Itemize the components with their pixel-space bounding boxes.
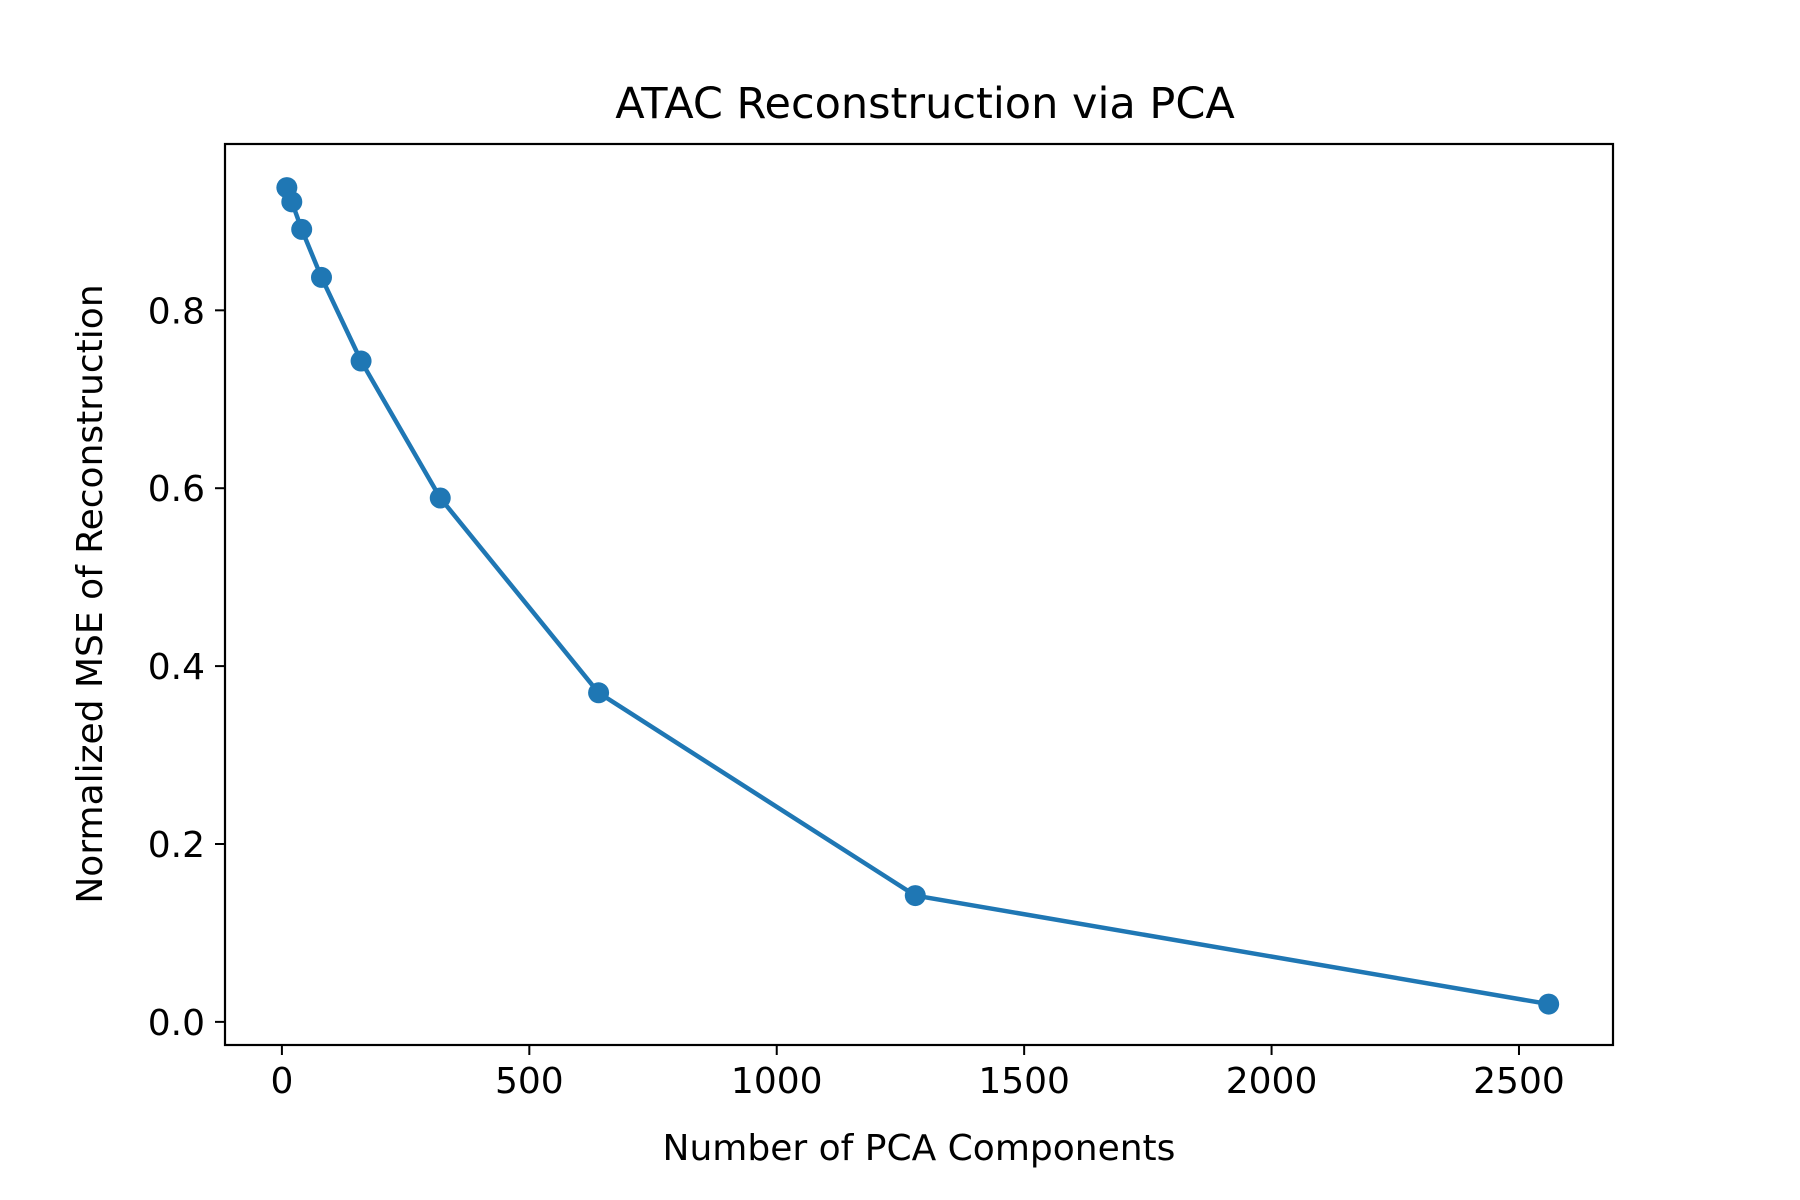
y-tick-label: 0.0 [148, 1003, 205, 1044]
data-point [310, 266, 332, 288]
data-point [588, 682, 610, 704]
x-tick-label: 1000 [731, 1061, 823, 1102]
data-point [281, 191, 303, 213]
data-point [429, 487, 451, 509]
x-tick-label: 500 [495, 1061, 564, 1102]
x-tick-label: 1500 [978, 1061, 1070, 1102]
x-axis-ticks: 0 500 1000 1500 2000 2500 [270, 1045, 1565, 1102]
x-tick-label: 2500 [1473, 1061, 1565, 1102]
y-tick-label: 0.6 [148, 469, 205, 510]
y-tick-label: 0.8 [148, 291, 205, 332]
x-tick-label: 2000 [1226, 1061, 1318, 1102]
series-layer [276, 177, 1560, 1015]
chart-title: ATAC Reconstruction via PCA [615, 79, 1235, 129]
x-tick-label: 0 [270, 1061, 293, 1102]
x-axis-title: Number of PCA Components [663, 1128, 1176, 1169]
y-axis-title: Normalized MSE of Reconstruction [70, 284, 111, 903]
y-axis-ticks: 0.0 0.2 0.4 0.6 0.8 [148, 291, 225, 1044]
data-point [291, 218, 313, 240]
plot-area-frame [223, 142, 1615, 1047]
data-point [904, 885, 926, 907]
y-tick-label: 0.4 [148, 647, 205, 688]
data-point [350, 350, 372, 372]
y-tick-label: 0.2 [148, 825, 205, 866]
data-point [1538, 993, 1560, 1015]
